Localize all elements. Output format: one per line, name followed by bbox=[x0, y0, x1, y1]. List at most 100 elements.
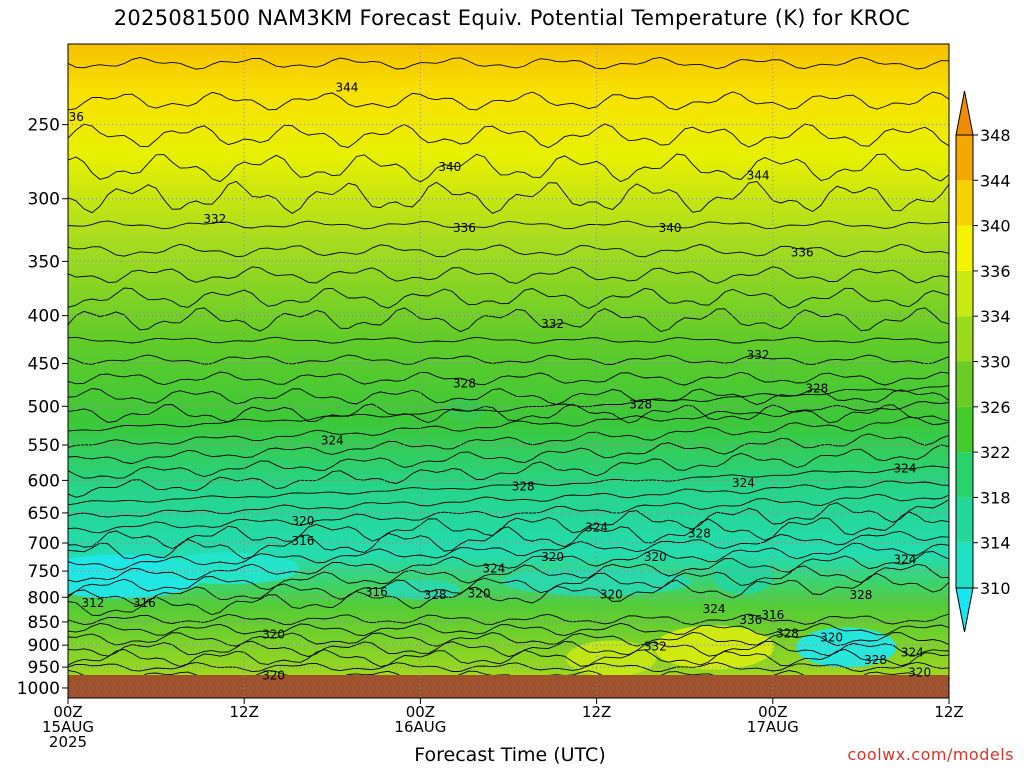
y-tick-label: 650 bbox=[28, 504, 60, 524]
contour-label: 312 bbox=[82, 596, 105, 610]
y-tick-label: 250 bbox=[28, 116, 60, 136]
y-tick-label: 900 bbox=[28, 636, 60, 656]
contour-label: 320 bbox=[908, 666, 931, 680]
contour-line bbox=[68, 180, 949, 214]
contour-label: 344 bbox=[747, 169, 770, 183]
contour-line bbox=[68, 444, 949, 498]
x-axis-label: Forecast Time (UTC) bbox=[414, 744, 606, 766]
x-tick-label: 12Z bbox=[934, 703, 963, 721]
colorbar-label: 340 bbox=[980, 217, 1011, 236]
contour-label: 332 bbox=[541, 317, 564, 331]
colorbar-label: 326 bbox=[980, 398, 1011, 417]
colorbar-segment bbox=[956, 225, 973, 271]
contour-line bbox=[68, 493, 949, 534]
contour-label: 320 bbox=[644, 550, 667, 564]
contour-label: 316 bbox=[291, 534, 314, 548]
y-tick-label: 300 bbox=[28, 190, 60, 210]
contour-label: 328 bbox=[776, 626, 799, 640]
contour-label: 328 bbox=[849, 588, 872, 602]
contour-line bbox=[68, 480, 949, 518]
contour-line bbox=[68, 530, 949, 571]
y-tick-label: 500 bbox=[28, 397, 60, 417]
contour-label: 336 bbox=[453, 221, 476, 235]
contour-label: 328 bbox=[688, 527, 711, 541]
contour-label: 324 bbox=[893, 462, 916, 476]
contour-label: 324 bbox=[482, 561, 505, 575]
contour-label: 320 bbox=[262, 668, 285, 682]
contour-line bbox=[68, 243, 949, 258]
contour-label: 316 bbox=[365, 585, 388, 599]
y-axis: 250 300 350 400 450 500 550 600 650 700 750 800 850 9… bbox=[17, 116, 68, 699]
contour-label: 324 bbox=[901, 645, 924, 659]
x-tick-label: 2025 bbox=[49, 733, 87, 751]
contour-label: 336 bbox=[61, 110, 84, 124]
colorbar-label: 318 bbox=[980, 488, 1011, 507]
contour-label: 340 bbox=[659, 221, 682, 235]
contour-label: 324 bbox=[732, 476, 755, 490]
contour-label: 332 bbox=[644, 640, 667, 654]
contour-line bbox=[68, 416, 949, 464]
x-tick-label: 15AUG bbox=[42, 718, 94, 736]
contour-line bbox=[68, 631, 949, 647]
x-tick-label: 00Z bbox=[53, 703, 82, 721]
contour-label: 328 bbox=[864, 653, 887, 667]
y-tick-label: 950 bbox=[28, 658, 60, 678]
field-anomaly bbox=[159, 552, 300, 585]
contour-label: 316 bbox=[761, 608, 784, 622]
plot-area: 336 344 340 344 332 336 340 336 332 332 328 328 328 3… bbox=[61, 44, 949, 698]
colorbar-label: 344 bbox=[980, 171, 1011, 190]
contour-label: 328 bbox=[424, 588, 447, 602]
y-tick-label: 750 bbox=[28, 562, 60, 582]
theta-e-field bbox=[68, 44, 949, 698]
contour-label: 340 bbox=[438, 160, 461, 174]
contour-label: 316 bbox=[133, 596, 156, 610]
y-tick-label: 800 bbox=[28, 588, 60, 608]
colorbar-segment bbox=[956, 135, 973, 181]
contour-line bbox=[68, 336, 949, 344]
contour-label: 320 bbox=[291, 514, 314, 528]
colorbar: 310 314 318 322 326 330 334 336 340 344 348 bbox=[955, 90, 1011, 633]
colorbar-label: 348 bbox=[980, 126, 1011, 145]
y-tick-label: 850 bbox=[28, 613, 60, 633]
y-tick-label: 450 bbox=[28, 354, 60, 374]
colorbar-label: 334 bbox=[980, 307, 1011, 326]
field-anomaly bbox=[380, 579, 461, 600]
contour-label: 324 bbox=[585, 521, 608, 535]
x-tick-label: 12Z bbox=[582, 703, 611, 721]
colorbar-segment bbox=[956, 542, 973, 588]
contour-line bbox=[68, 388, 949, 406]
contour-line bbox=[68, 307, 949, 333]
contour-label: 332 bbox=[203, 212, 226, 226]
colorbar-label: 336 bbox=[980, 262, 1011, 281]
contour-line bbox=[68, 371, 949, 386]
contour-line bbox=[68, 56, 949, 70]
contour-line bbox=[68, 91, 949, 111]
credit-link[interactable]: coolwx.com/models bbox=[847, 745, 1014, 764]
contour-line bbox=[68, 403, 949, 424]
contour-line bbox=[68, 220, 949, 230]
contour-line bbox=[68, 622, 949, 637]
ground-surface bbox=[68, 675, 949, 698]
x-tick-label: 16AUG bbox=[394, 718, 446, 736]
contour-label: 320 bbox=[262, 628, 285, 642]
gridlines bbox=[68, 44, 949, 698]
contour-label: 320 bbox=[541, 550, 564, 564]
colorbar-label: 310 bbox=[980, 579, 1011, 598]
contour-labels: 336 344 340 344 332 336 340 336 332 332 328 328 328 3… bbox=[61, 81, 931, 683]
contour-label: 344 bbox=[336, 81, 359, 95]
x-tick-label: 12Z bbox=[230, 703, 259, 721]
contour-line bbox=[68, 648, 949, 668]
colorbar-segment bbox=[956, 270, 973, 317]
colorbar-label: 330 bbox=[980, 353, 1011, 372]
contour-line bbox=[68, 613, 949, 626]
contour-label: 320 bbox=[600, 588, 623, 602]
y-tick-label: 1000 bbox=[17, 679, 60, 699]
colorbar-segment bbox=[956, 361, 973, 407]
contour-line bbox=[68, 354, 949, 366]
contour-line bbox=[68, 661, 949, 673]
contour-label: 336 bbox=[739, 613, 762, 627]
contour-line bbox=[68, 385, 949, 432]
contour-line bbox=[68, 123, 949, 149]
x-tick-label: 17AUG bbox=[747, 718, 799, 736]
colorbar-segment bbox=[956, 406, 973, 453]
